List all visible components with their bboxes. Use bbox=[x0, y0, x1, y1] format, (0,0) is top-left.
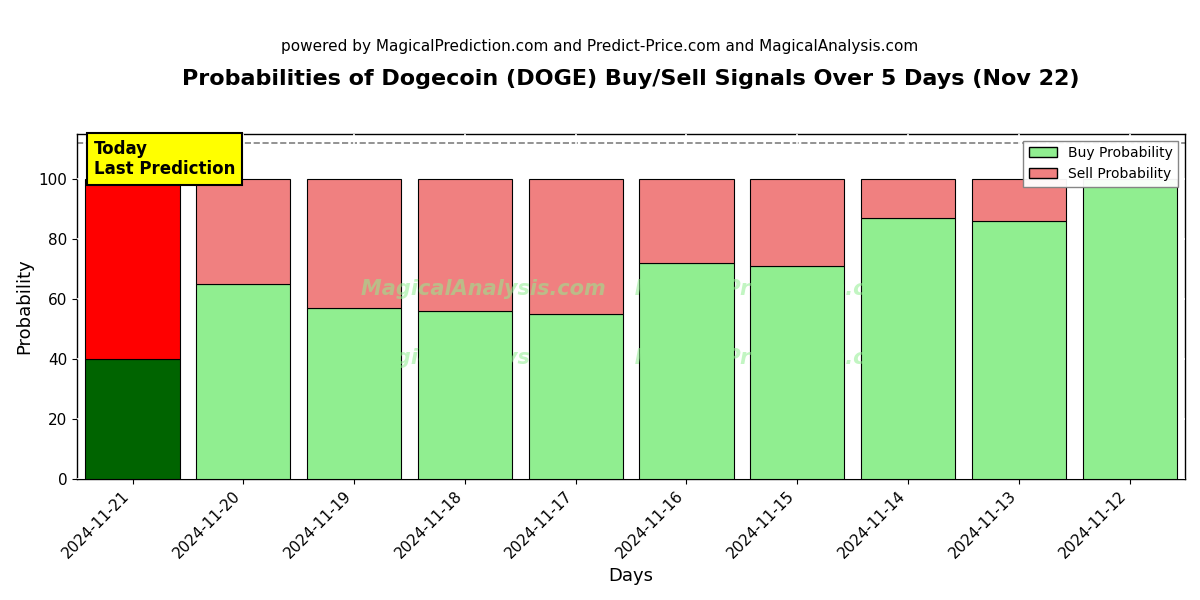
Bar bbox=[197, 179, 290, 284]
Bar bbox=[860, 218, 955, 479]
Bar bbox=[85, 179, 180, 359]
Bar bbox=[85, 359, 180, 479]
Bar bbox=[307, 179, 401, 308]
Bar bbox=[418, 179, 512, 311]
Bar bbox=[640, 263, 733, 479]
Text: MagicalAnalysis.com    MagicalPrediction.com: MagicalAnalysis.com MagicalPrediction.co… bbox=[361, 279, 901, 299]
Legend: Buy Probability, Sell Probability: Buy Probability, Sell Probability bbox=[1024, 140, 1178, 187]
Bar bbox=[750, 179, 845, 266]
Bar bbox=[972, 179, 1066, 221]
Bar bbox=[860, 179, 955, 218]
Bar bbox=[640, 179, 733, 263]
Bar bbox=[307, 308, 401, 479]
Text: MagicalAnalysis.com    MagicalPrediction.com: MagicalAnalysis.com MagicalPrediction.co… bbox=[361, 348, 901, 368]
Bar bbox=[529, 314, 623, 479]
Bar bbox=[529, 179, 623, 314]
Bar bbox=[972, 221, 1066, 479]
Bar bbox=[197, 284, 290, 479]
Bar bbox=[1082, 179, 1177, 479]
Text: powered by MagicalPrediction.com and Predict-Price.com and MagicalAnalysis.com: powered by MagicalPrediction.com and Pre… bbox=[281, 39, 919, 54]
Y-axis label: Probability: Probability bbox=[14, 259, 32, 354]
Bar bbox=[750, 266, 845, 479]
Bar bbox=[418, 311, 512, 479]
X-axis label: Days: Days bbox=[608, 567, 654, 585]
Title: Probabilities of Dogecoin (DOGE) Buy/Sell Signals Over 5 Days (Nov 22): Probabilities of Dogecoin (DOGE) Buy/Sel… bbox=[182, 69, 1080, 89]
Text: Today
Last Prediction: Today Last Prediction bbox=[94, 140, 235, 178]
